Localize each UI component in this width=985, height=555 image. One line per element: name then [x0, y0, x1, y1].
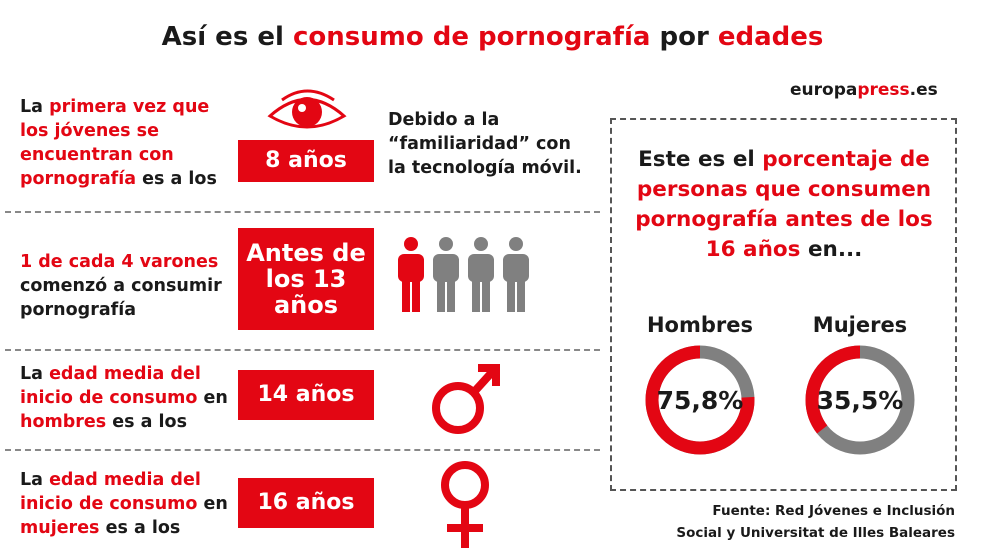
text-part: primera vez [49, 97, 167, 117]
page-title: Así es el consumo de pornografía por eda… [161, 22, 824, 52]
age-box-2: Antes de los 13 años [238, 228, 374, 330]
person-figure [433, 237, 459, 312]
donut-value-arc [805, 345, 915, 455]
text-part: La [20, 470, 50, 490]
text-part: comenzó a consumir pornografía [20, 276, 222, 320]
divider [5, 349, 600, 351]
panel-heading: Este es el porcentaje de personas que co… [635, 147, 933, 262]
text-part: mujeres [20, 518, 100, 538]
text-part: hombres [20, 412, 107, 432]
people-icon [398, 237, 529, 312]
text-part: es a los [99, 518, 181, 538]
age-box-4: 16 años [238, 478, 374, 528]
text-part: que los jóvenes se encuentran con pornog… [20, 97, 210, 189]
eye-icon [267, 89, 347, 129]
donut-value-label: 75,8% [657, 386, 744, 415]
text-part: es a los [106, 412, 187, 432]
donut-value-label: 35,5% [817, 386, 904, 415]
row-2-text: 1 de cada 4 varones comenzó a consumir p… [20, 250, 235, 322]
row-1-text: La primera vez que los jóvenes se encuen… [20, 95, 235, 191]
text-part: en [197, 494, 228, 514]
male-symbol-icon [432, 364, 500, 434]
female-symbol-icon [441, 461, 489, 548]
text-part: 1 de cada 4 varones [20, 252, 219, 272]
row-1-note: Debido a la “familiaridad” con la tecnol… [388, 110, 582, 178]
source-note: Fuente: Red Jóvenes e Inclusión Social y … [676, 503, 955, 541]
text-part: La [20, 364, 50, 384]
text-part: es a los [136, 169, 217, 189]
donut-charts: Hombres 75,8% Mujeres 35,5% [645, 313, 915, 455]
text-part: La [20, 97, 50, 117]
brand-logo: europapress.es [790, 80, 938, 100]
age-box-3: 14 años [238, 370, 374, 420]
donut-label: Mujeres [813, 313, 907, 337]
person-figure [468, 237, 494, 312]
person-figure [503, 237, 529, 312]
row-3-text: La edad media del inicio de consumo en h… [20, 362, 235, 434]
text-part: en [197, 388, 228, 408]
person-figure [398, 237, 424, 312]
donut-value-arc [645, 345, 755, 455]
text-part: edad media del inicio de consumo [20, 470, 201, 514]
divider [5, 211, 600, 213]
percentage-panel [610, 118, 957, 491]
text-part: edad media del inicio de consumo [20, 364, 201, 408]
donut-label: Hombres [647, 313, 753, 337]
divider [5, 449, 600, 451]
row-4-text: La edad media del inicio de consumo en m… [20, 468, 235, 540]
age-box-1: 8 años [238, 140, 374, 182]
